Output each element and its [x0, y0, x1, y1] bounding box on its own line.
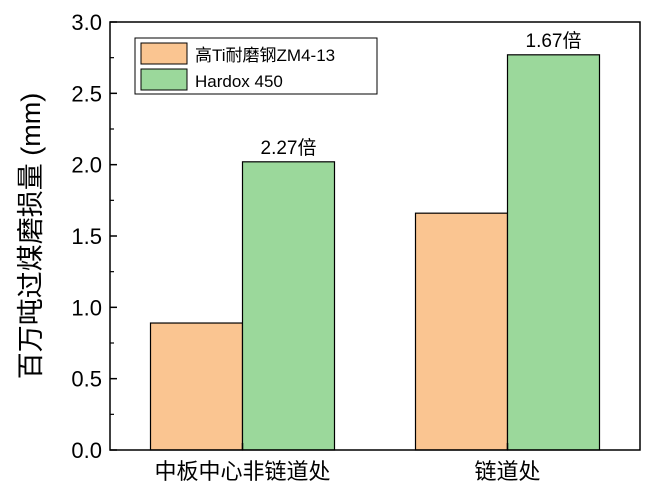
y-axis: 0.0 0.5 1.0 1.5 2.0 2.5 3.0	[71, 10, 117, 463]
ratio-annotation: 1.67倍	[526, 30, 582, 52]
x-axis: 中板中心非链道处 链道处	[154, 443, 541, 484]
bar	[149, 322, 244, 451]
data-labels-group: 2.27倍 1.67倍	[261, 30, 582, 159]
y-axis-title: 百万吨过煤磨损量 (mm)	[16, 93, 46, 379]
bars-group	[149, 54, 601, 451]
y-tick-label: 2.0	[71, 153, 102, 178]
x-category-label: 链道处	[474, 459, 540, 484]
bar	[506, 54, 601, 451]
y-tick-label: 1.0	[71, 295, 102, 320]
y-tick-label: 1.5	[71, 224, 102, 249]
ratio-annotation: 2.27倍	[261, 137, 317, 159]
y-tick-label: 0.5	[71, 367, 102, 392]
x-category-label: 中板中心非链道处	[154, 459, 330, 484]
legend-swatch-zm4-13	[140, 42, 188, 65]
legend-swatch-hardox-450	[140, 68, 188, 91]
legend-label-zm4-13: 高Ti耐磨钢ZM4-13	[195, 46, 335, 65]
bar	[414, 212, 509, 451]
y-tick-label: 0.0	[71, 438, 102, 463]
legend: 高Ti耐磨钢ZM4-13 Hardox 450	[134, 37, 378, 95]
legend-label-hardox-450: Hardox 450	[195, 72, 283, 91]
bar	[241, 161, 336, 451]
y-tick-label: 2.5	[71, 81, 102, 106]
y-tick-label: 3.0	[71, 10, 102, 35]
